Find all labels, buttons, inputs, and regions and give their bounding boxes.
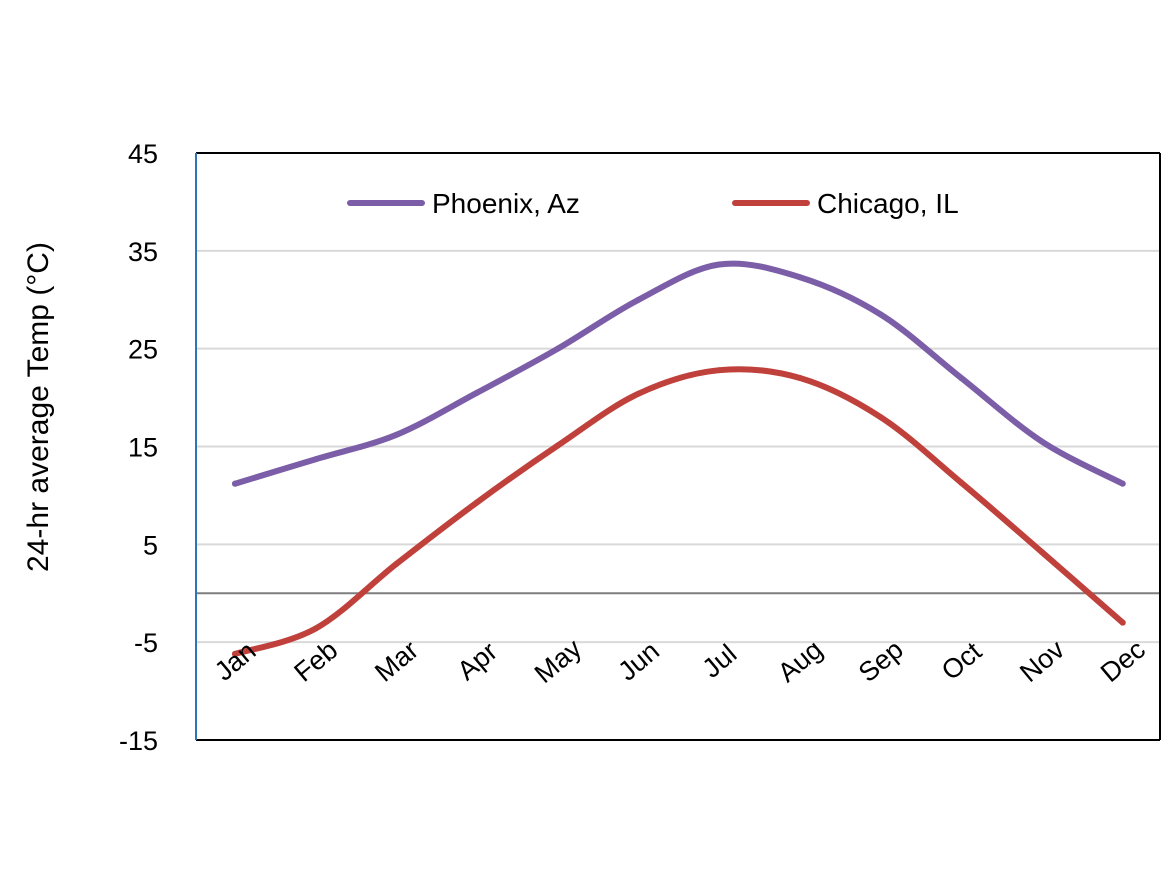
data-point-phoenix-az-nov: [1039, 439, 1045, 445]
data-point-phoenix-az-jul: [716, 262, 722, 268]
y-tick-label: 5: [143, 530, 158, 560]
data-point-phoenix-az-may: [555, 346, 561, 352]
data-point-chicago-il-jul: [716, 367, 722, 373]
data-point-chicago-il-dec: [1120, 620, 1126, 626]
data-point-phoenix-az-dec: [1120, 481, 1126, 487]
legend-label: Phoenix, Az: [432, 188, 580, 219]
y-tick-label: 25: [128, 335, 158, 365]
y-tick-label: 15: [128, 433, 158, 463]
series-lines: [232, 262, 1126, 657]
data-point-phoenix-az-mar: [393, 432, 399, 438]
series-line-phoenix-az: [235, 264, 1123, 484]
data-point-chicago-il-sep: [878, 414, 884, 420]
data-point-chicago-il-jun: [636, 391, 642, 397]
x-tick-label: Jul: [697, 639, 743, 684]
y-tick-label: -15: [119, 726, 158, 756]
data-point-chicago-il-oct: [958, 480, 964, 486]
series-line-chicago-il: [235, 369, 1123, 654]
x-tick-label: Jan: [209, 636, 262, 687]
y-tick-label: 45: [128, 139, 158, 169]
legend-label: Chicago, IL: [817, 188, 959, 219]
gridlines: [196, 251, 1160, 642]
data-point-phoenix-az-feb: [313, 456, 319, 462]
data-point-phoenix-az-oct: [958, 375, 964, 381]
y-axis-title: 24-hr average Temp (°C): [22, 242, 55, 572]
data-point-phoenix-az-apr: [474, 390, 480, 396]
data-point-chicago-il-mar: [393, 561, 399, 567]
temperature-line-chart: -15-5515253545 Jan Feb Mar Apr May Jun Jul Aug S…: [0, 0, 1170, 878]
y-tick-label: 35: [128, 237, 158, 267]
data-point-phoenix-az-jan: [232, 481, 238, 487]
y-tick-labels: -15 -5 5 15 25 35 45: [119, 139, 158, 756]
data-point-chicago-il-may: [555, 443, 561, 449]
data-point-chicago-il-apr: [474, 499, 480, 505]
data-point-phoenix-az-jun: [636, 297, 642, 303]
x-tick-label: Jun: [612, 636, 665, 687]
x-tick-label: Oct: [936, 636, 988, 686]
legend: Phoenix, Az Chicago, IL: [350, 188, 959, 219]
x-tick-label: Apr: [452, 636, 503, 686]
data-point-chicago-il-feb: [313, 625, 319, 631]
y-tick-label: -5: [134, 628, 158, 658]
data-point-phoenix-az-aug: [797, 274, 803, 280]
data-point-chicago-il-aug: [797, 375, 803, 381]
data-point-phoenix-az-sep: [878, 311, 884, 317]
data-point-chicago-il-nov: [1039, 549, 1045, 555]
